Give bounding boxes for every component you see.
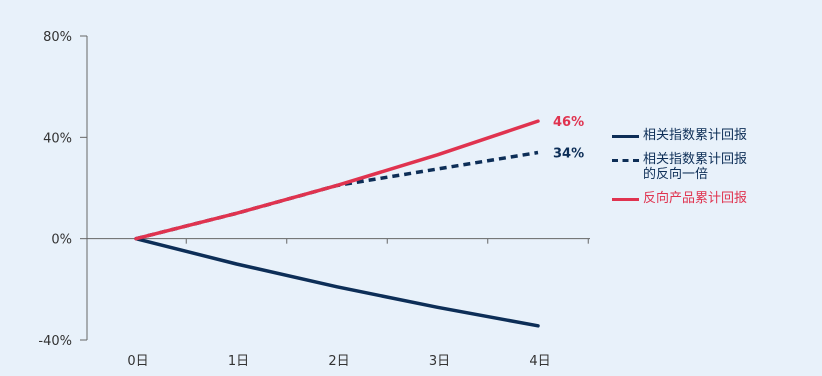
x-tick-label: 2日 xyxy=(328,354,349,369)
x-tick-label: 0日 xyxy=(127,354,148,369)
series-line-0 xyxy=(134,236,540,328)
series-line-1 xyxy=(135,150,539,241)
end-value-label: 46% xyxy=(553,115,584,130)
y-tick-label: 0% xyxy=(51,233,72,248)
y-tick-label: -40% xyxy=(38,334,72,349)
legend-item-product-return: 反向产品累计回报 xyxy=(612,191,747,206)
legend-item-inverse-index-return: 相关指数累计回报 的反向一倍 xyxy=(612,152,747,182)
y-tick-label: 40% xyxy=(43,131,72,146)
legend-swatch-product-return xyxy=(612,198,639,201)
legend: 相关指数累计回报 相关指数累计回报 的反向一倍 反向产品累计回报 xyxy=(612,128,747,206)
x-tick-label: 1日 xyxy=(228,354,249,369)
legend-swatch-index-return xyxy=(612,135,639,138)
end-value-label: 34% xyxy=(553,147,584,162)
x-tick-label: 4日 xyxy=(529,354,550,369)
legend-swatch-inverse-index-return xyxy=(612,159,639,162)
legend-label-product-return: 反向产品累计回报 xyxy=(643,191,748,206)
series-line-2 xyxy=(134,119,540,241)
x-tick-label: 3日 xyxy=(429,354,450,369)
legend-item-index-return: 相关指数累计回报 xyxy=(612,128,747,143)
y-tick-label: 80% xyxy=(43,30,72,45)
legend-label-inverse-index-return: 相关指数累计回报 的反向一倍 xyxy=(643,152,748,182)
legend-label-index-return: 相关指数累计回报 xyxy=(643,128,748,143)
